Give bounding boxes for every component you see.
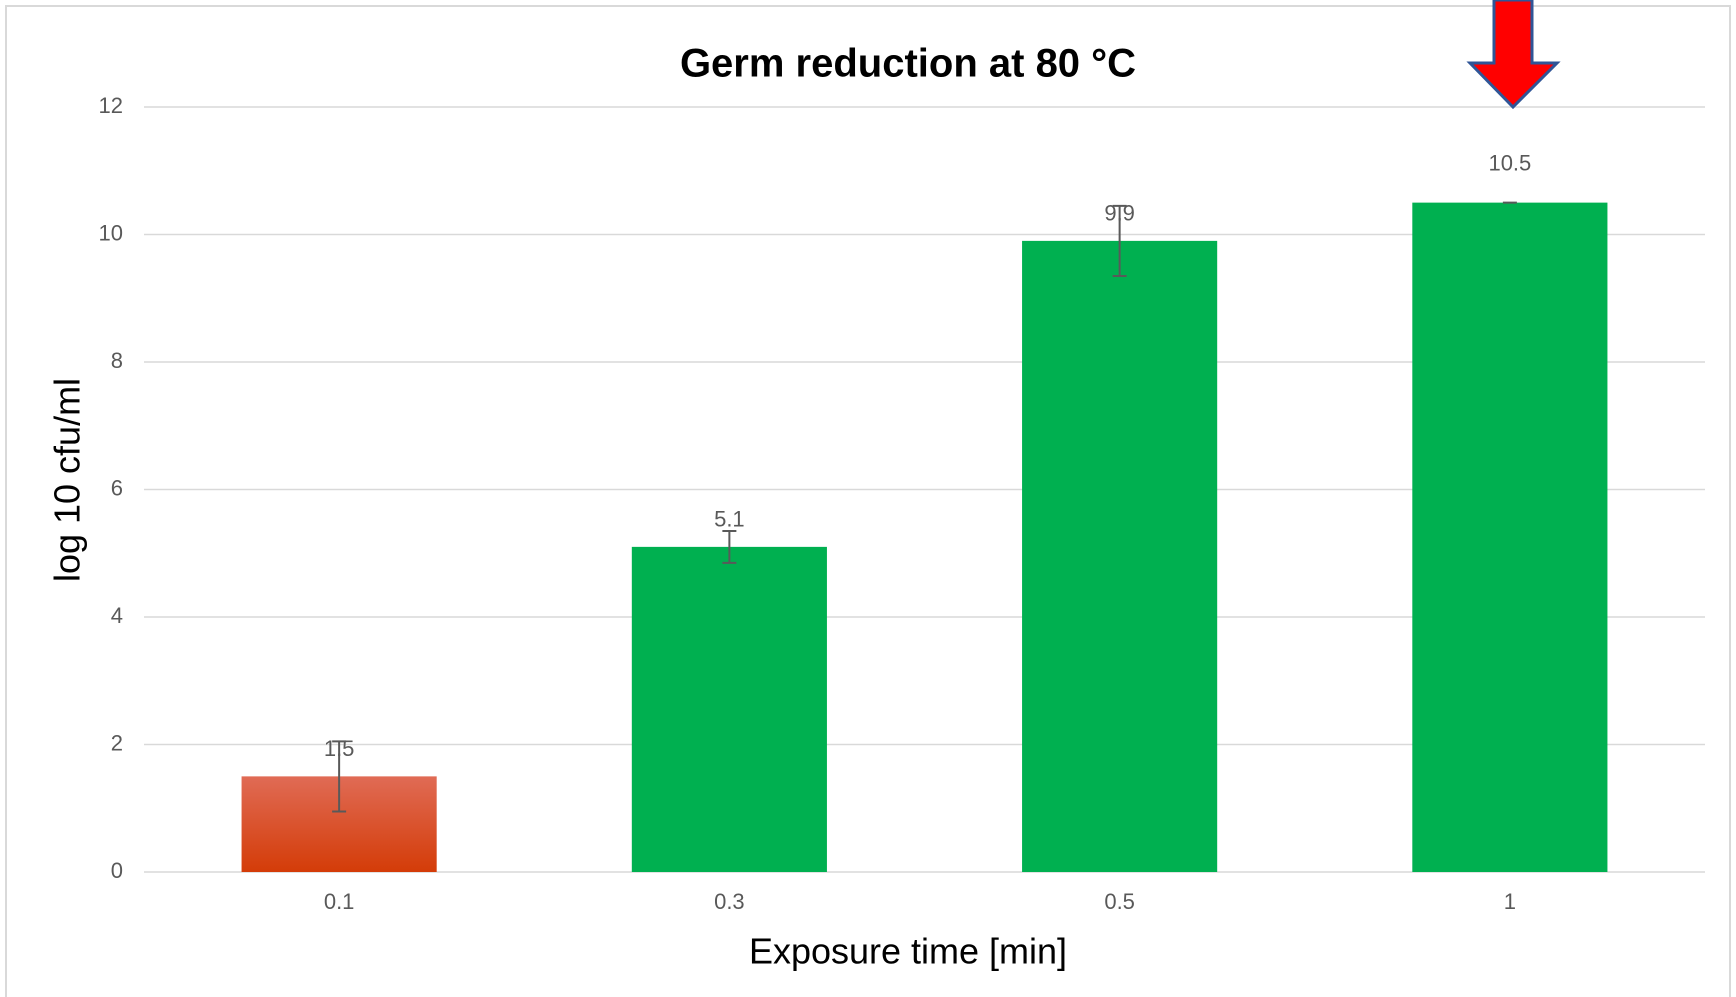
error-bar: [332, 740, 347, 813]
bar: [1022, 240, 1218, 872]
y-tick-label: 12: [99, 93, 123, 118]
data-label: 5.1: [714, 507, 745, 532]
y-tick-label: 8: [111, 348, 123, 373]
bar: [1412, 202, 1608, 872]
error-bar: [1112, 204, 1127, 277]
data-label: 9.9: [1104, 201, 1135, 226]
x-axis-label: Exposure time [min]: [749, 931, 1067, 972]
chart-title: Germ reduction at 80 °C: [680, 42, 1136, 86]
y-tick-label: 2: [111, 730, 123, 755]
y-tick-label: 6: [111, 475, 123, 500]
highlight-arrow: [1466, 0, 1561, 110]
y-tick-label: 4: [111, 603, 123, 628]
y-tick-label: 0: [111, 858, 123, 883]
y-tick-label: 10: [99, 220, 123, 245]
y-axis-label: log 10 cfu/ml: [47, 378, 88, 582]
error-bar: [722, 529, 737, 564]
chart-border: [5, 5, 1731, 997]
x-tick-label: 0.3: [714, 889, 745, 914]
x-tick-label: 1: [1504, 889, 1516, 914]
data-label: 10.5: [1488, 150, 1531, 175]
data-label: 1.5: [324, 736, 355, 761]
x-tick-label: 0.5: [1104, 889, 1135, 914]
bar: [631, 546, 827, 872]
x-tick-label: 0.1: [324, 889, 355, 914]
